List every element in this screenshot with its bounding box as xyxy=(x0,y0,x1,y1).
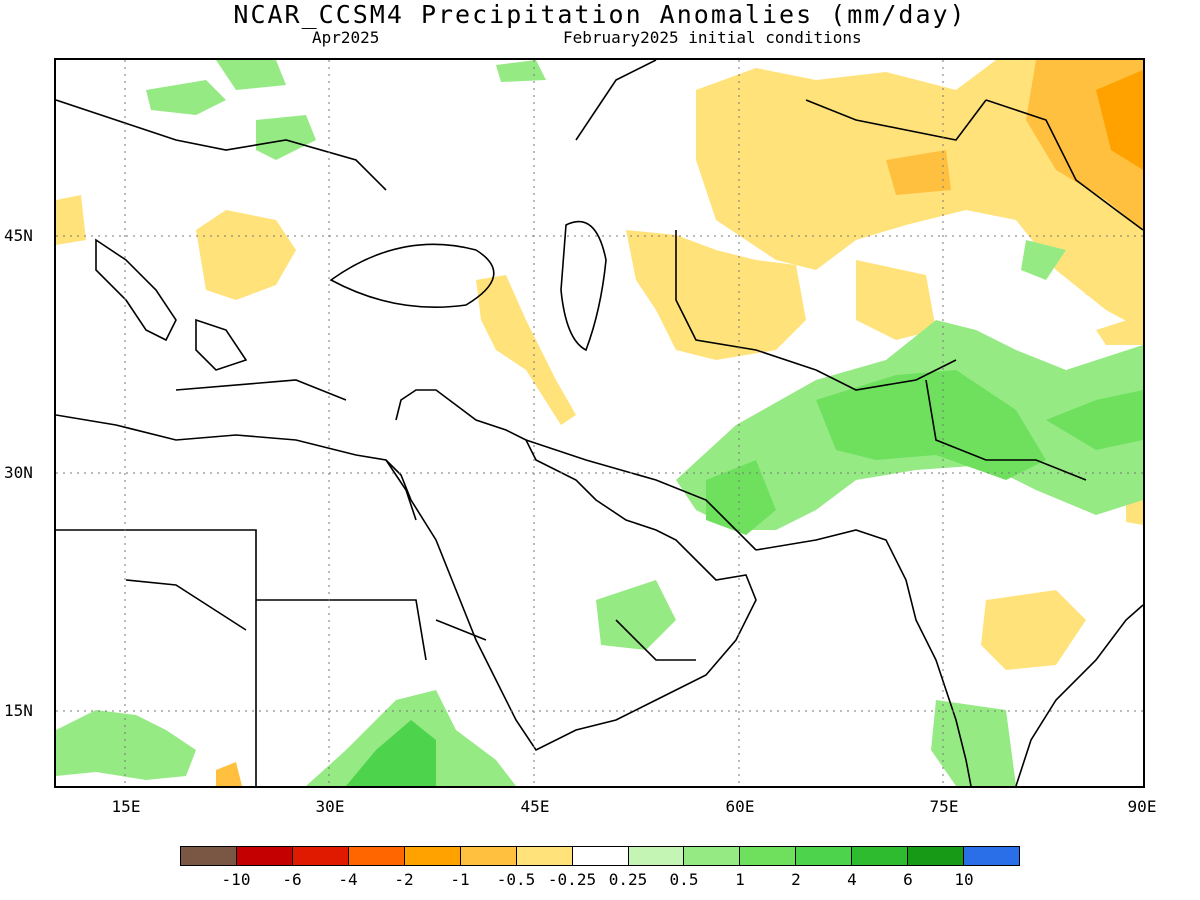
lon-label-75e: 75E xyxy=(929,797,959,816)
colorbar-swatch xyxy=(740,847,797,865)
colorbar-tick: 2 xyxy=(791,870,801,889)
lat-label-30n: 30N xyxy=(4,463,33,482)
forecast-month: Apr2025 xyxy=(312,28,380,47)
colorbar-tick: -10 xyxy=(221,870,251,889)
colorbar-tick: 0.5 xyxy=(669,870,699,889)
lat-label-15n: 15N xyxy=(4,701,33,720)
dry-anomaly-regions xyxy=(56,60,1143,786)
colorbar-tick: 4 xyxy=(847,870,857,889)
colorbar-tick: 6 xyxy=(903,870,913,889)
colorbar-tick: -0.25 xyxy=(547,870,597,889)
colorbar-tick: 10 xyxy=(954,870,974,889)
colorbar-tick: 0.25 xyxy=(608,870,648,889)
colorbar-swatch xyxy=(516,847,573,865)
lon-label-45e: 45E xyxy=(520,797,550,816)
map-panel xyxy=(54,58,1145,788)
colorbar-swatch xyxy=(908,847,965,865)
lat-label-45n: 45N xyxy=(4,226,33,245)
coastlines xyxy=(56,60,1143,786)
colorbar-swatch xyxy=(181,847,237,865)
colorbar-tick: -4 xyxy=(338,870,358,889)
colorbar-tick: -6 xyxy=(282,870,302,889)
lon-label-90e: 90E xyxy=(1127,797,1157,816)
colorbar-swatch xyxy=(404,847,461,865)
colorbar-swatch xyxy=(572,847,629,865)
map-title: NCAR_CCSM4 Precipitation Anomalies (mm/d… xyxy=(233,0,967,29)
wet-anomaly-regions xyxy=(56,60,1143,786)
colorbar-swatch xyxy=(236,847,293,865)
colorbar-swatch xyxy=(684,847,741,865)
anomaly-map xyxy=(56,60,1143,786)
colorbar-swatch xyxy=(796,847,853,865)
colorbar-tick: -2 xyxy=(394,870,414,889)
colorbar-swatch xyxy=(460,847,517,865)
colorbar-swatch xyxy=(964,847,1020,865)
gridlines xyxy=(56,60,1143,786)
colorbar-tick: 1 xyxy=(735,870,745,889)
colorbar-swatch xyxy=(348,847,405,865)
lon-label-15e: 15E xyxy=(111,797,141,816)
lon-label-30e: 30E xyxy=(315,797,345,816)
colorbar-tick: -1 xyxy=(450,870,470,889)
colorbar-swatch xyxy=(292,847,349,865)
colorbar-swatch xyxy=(628,847,685,865)
colorbar xyxy=(180,846,1020,866)
colorbar-swatch xyxy=(852,847,909,865)
colorbar-tick: -0.5 xyxy=(496,870,536,889)
lon-label-60e: 60E xyxy=(725,797,755,816)
initial-conditions: February2025 initial conditions xyxy=(563,28,862,47)
